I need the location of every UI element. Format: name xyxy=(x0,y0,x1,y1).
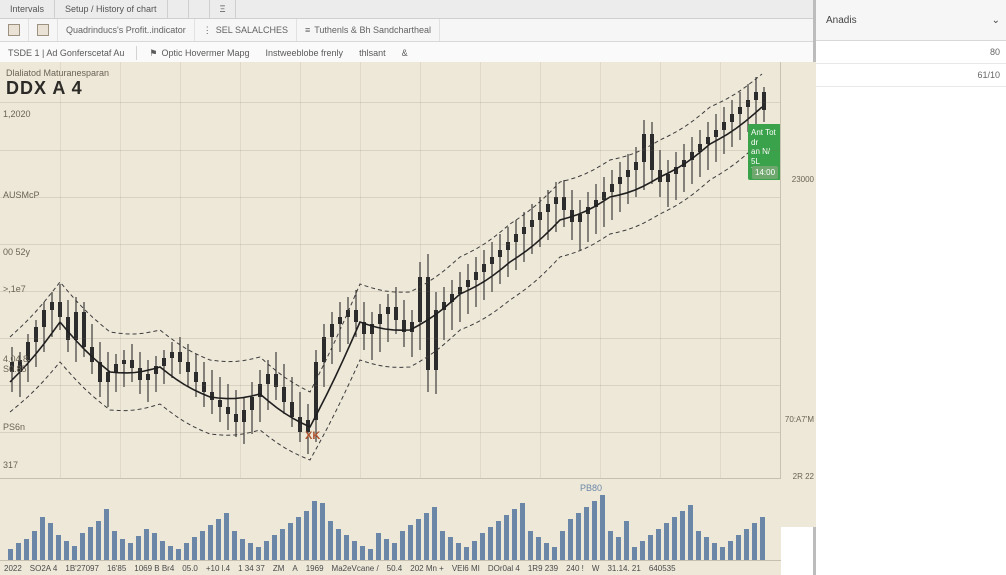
chart-area[interactable]: Dlaliatod Maturanesparan DDX A 4 Ant Tot… xyxy=(0,62,816,575)
time-axis-label: 240 ! xyxy=(562,564,588,573)
volume-panel: PB80 xyxy=(0,478,781,561)
svg-text:PB80: PB80 xyxy=(580,483,602,493)
y-axis-label: S0.85 xyxy=(3,364,27,374)
time-axis-label: SO2A 4 xyxy=(26,564,62,573)
time-axis-label: Ma2eVcane / xyxy=(328,564,383,573)
time-axis-label: 50.4 xyxy=(383,564,407,573)
time-axis-label: 1R9 239 xyxy=(524,564,562,573)
time-axis-label: VEl6 MI xyxy=(448,564,484,573)
menu-item[interactable] xyxy=(189,0,210,18)
y-axis-label: AUSMcP xyxy=(3,190,40,200)
time-axis-label: ZM xyxy=(269,564,289,573)
right-panel-row: 61/10 xyxy=(816,64,1006,87)
flag-icon: ⚑ xyxy=(149,48,157,59)
price-tag-secondary: 14:00 xyxy=(752,166,778,179)
time-axis-label: +10 l.4 xyxy=(202,564,234,573)
time-axis-label: A xyxy=(288,564,301,573)
y-axis-label: 317 xyxy=(3,460,18,470)
right-panel-tab[interactable]: Anadis⌄ xyxy=(816,0,1006,41)
menu-item[interactable]: Intervals xyxy=(0,0,55,18)
time-axis-label: 16'85 xyxy=(103,564,130,573)
square-icon xyxy=(37,24,49,36)
time-axis-label: 31.14. 21 xyxy=(603,564,644,573)
time-axis-label: DOr0al 4 xyxy=(484,564,524,573)
tb2-item[interactable]: ⚑Optic Hovermer Mapg xyxy=(141,42,257,64)
time-axis-label: 2022 xyxy=(0,564,26,573)
tool-icon-button[interactable] xyxy=(29,19,58,41)
time-axis-label: 1B'27097 xyxy=(61,564,103,573)
price-axis: 23000 70:A7'M 2R 22 xyxy=(780,62,816,527)
price-axis-label: 23000 xyxy=(784,175,814,184)
time-axis-label: 202 Mn + xyxy=(406,564,448,573)
tool-icon-button[interactable] xyxy=(0,19,29,41)
menu-item[interactable]: Setup / History of chart xyxy=(55,0,168,18)
overlay-curves xyxy=(0,62,781,479)
y-axis-label: >,1e7 xyxy=(3,284,26,294)
y-axis-label: 4.04.8 xyxy=(3,354,28,364)
y-axis-label: PS6n xyxy=(3,422,25,432)
y-axis-label: 00 52y xyxy=(3,247,30,257)
menu-item[interactable]: Ξ xyxy=(210,0,237,18)
toolbar-menu[interactable]: ⋮SEL SALALCHES xyxy=(195,19,297,41)
tb2-item[interactable]: & xyxy=(394,42,416,64)
toolbar-menu[interactable]: ≡Tuthenls & Bh Sandchartheal xyxy=(297,19,440,41)
time-axis-label: 640535 xyxy=(645,564,680,573)
tb2-item[interactable]: TSDE 1 | Ad Gonferscetaf Au xyxy=(0,42,132,64)
chart-surface[interactable]: Dlaliatod Maturanesparan DDX A 4 Ant Tot… xyxy=(0,62,781,479)
toolbar-indicator[interactable]: Quadrinducs's Profit..indicator xyxy=(58,19,195,41)
caret-icon: ⌄ xyxy=(992,15,1000,26)
right-panel-row: 80 xyxy=(816,41,1006,64)
time-axis-label: 1969 xyxy=(302,564,328,573)
time-axis-label: 1069 B Br4 xyxy=(130,564,178,573)
tb2-item[interactable]: thlsant xyxy=(351,42,394,64)
time-axis: 2022SO2A 41B'2709716'851069 B Br405.0+10… xyxy=(0,560,781,575)
menu-item[interactable] xyxy=(168,0,189,18)
right-panel: Anadis⌄ 80 61/10 xyxy=(813,0,1006,575)
square-icon xyxy=(8,24,20,36)
volume-bars: PB80 xyxy=(0,479,781,561)
time-axis-label: W xyxy=(588,564,604,573)
time-axis-label: 05.0 xyxy=(178,564,202,573)
price-axis-label: 70:A7'M xyxy=(784,415,814,424)
time-axis-label: 1 34 37 xyxy=(234,564,269,573)
separator xyxy=(136,46,137,60)
price-axis-label: 2R 22 xyxy=(784,472,814,481)
y-axis-label: 1,2020 xyxy=(3,109,31,119)
tb2-item[interactable]: Instweeblobe frenly xyxy=(258,42,352,64)
